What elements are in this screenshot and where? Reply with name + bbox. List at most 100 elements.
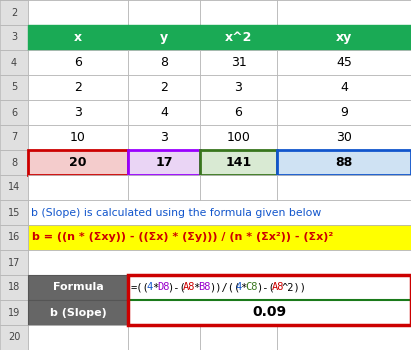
Bar [200,325,277,350]
Text: 17: 17 [155,156,173,169]
Bar [277,175,411,200]
Text: 10: 10 [70,131,86,144]
Text: x^2: x^2 [225,31,252,44]
Text: ))/((: ))/(( [209,282,240,293]
Bar [28,175,128,200]
Bar [28,225,411,250]
Bar [28,75,128,100]
Text: C8: C8 [245,282,258,293]
Bar [128,0,200,25]
Text: 4: 4 [160,106,168,119]
Bar [200,100,277,125]
Text: 4: 4 [235,282,241,293]
Bar [200,125,277,150]
Bar [128,300,411,325]
Bar [0,225,28,250]
Text: 3: 3 [11,33,17,42]
Text: *: * [194,282,200,293]
Bar [277,50,411,75]
Bar [28,100,128,125]
Text: 6: 6 [235,106,242,119]
Bar [0,175,28,200]
Bar [28,50,128,75]
Text: ^2)): ^2)) [282,282,307,293]
Bar [200,0,277,25]
Bar [277,75,411,100]
Text: 15: 15 [8,208,20,217]
Bar [277,150,411,175]
Text: 6: 6 [11,107,17,118]
Bar [128,25,200,50]
Text: 45: 45 [336,56,352,69]
Bar [28,275,128,300]
Bar [0,325,28,350]
Text: b (Slope) is calculated using the formula given below: b (Slope) is calculated using the formul… [31,208,321,217]
Text: D8: D8 [157,282,169,293]
Bar [28,200,411,225]
Text: 30: 30 [336,131,352,144]
Text: 4: 4 [147,282,153,293]
Bar [200,50,277,75]
Text: 6: 6 [74,56,82,69]
Bar [0,250,28,275]
Bar [200,75,277,100]
Text: 7: 7 [11,133,17,142]
Bar [28,250,411,275]
Bar [128,100,200,125]
Bar [0,150,28,175]
Text: b (Slope): b (Slope) [50,308,106,317]
Bar [28,0,128,25]
Text: 141: 141 [225,156,252,169]
Bar [0,300,28,325]
Bar [28,300,128,325]
Text: 2: 2 [160,81,168,94]
Text: *: * [152,282,158,293]
Text: 0.09: 0.09 [252,306,286,320]
Bar [128,75,200,100]
Text: B8: B8 [199,282,211,293]
Text: 88: 88 [335,156,353,169]
Text: 5: 5 [11,83,17,92]
Bar [28,150,128,175]
Bar [128,175,200,200]
Text: 17: 17 [8,258,20,267]
Text: 4: 4 [340,81,348,94]
Text: xy: xy [336,31,352,44]
Bar [128,150,200,175]
Text: 3: 3 [235,81,242,94]
Bar [200,150,277,175]
Bar [200,25,277,50]
Text: A8: A8 [271,282,284,293]
Text: 3: 3 [74,106,82,119]
Bar [0,25,28,50]
Text: x: x [74,31,82,44]
Text: Formula: Formula [53,282,104,293]
Text: b = ((n * (Σxy)) - ((Σx) * (Σy))) / (n * (Σx²)) - (Σx)²: b = ((n * (Σxy)) - ((Σx) * (Σy))) / (n *… [32,232,333,243]
Bar [0,275,28,300]
Bar [277,325,411,350]
Bar [28,125,128,150]
Text: )-(: )-( [256,282,275,293]
Bar [0,100,28,125]
Text: 19: 19 [8,308,20,317]
Bar [0,0,28,25]
Text: )-(: )-( [167,282,186,293]
Bar [277,100,411,125]
Bar [128,275,411,325]
Text: A8: A8 [183,282,196,293]
Text: y: y [160,31,168,44]
Text: 8: 8 [11,158,17,168]
Text: 2: 2 [74,81,82,94]
Text: 18: 18 [8,282,20,293]
Bar [277,0,411,25]
Text: 3: 3 [160,131,168,144]
Bar [277,25,411,50]
Text: 14: 14 [8,182,20,192]
Bar [128,125,200,150]
Bar [277,125,411,150]
Bar [128,50,200,75]
Text: 4: 4 [11,57,17,68]
Text: 100: 100 [226,131,250,144]
Bar [200,175,277,200]
Text: 9: 9 [340,106,348,119]
